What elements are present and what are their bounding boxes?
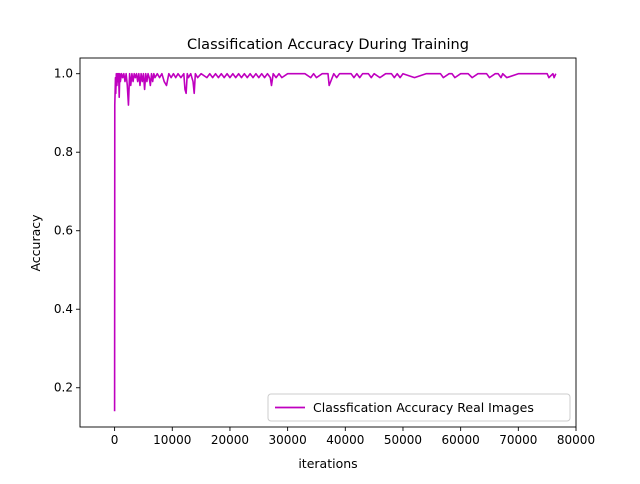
legend-box	[267, 393, 571, 422]
x-tick-label: 40000	[326, 433, 364, 447]
x-axis-label: iterations	[298, 456, 357, 471]
y-tick-label: 0.8	[54, 145, 73, 159]
series-line-0	[113, 72, 557, 412]
axes-frame	[79, 57, 577, 428]
x-tick-label: 70000	[499, 433, 537, 447]
y-tick-label: 0.2	[54, 381, 73, 395]
y-tick-label: 1.0	[54, 67, 73, 81]
legend-label: Classfication Accuracy Real Images	[313, 400, 534, 415]
y-axis-label: Accuracy	[28, 214, 43, 272]
x-tick-label: 10000	[153, 433, 191, 447]
x-tick-label: 60000	[442, 433, 480, 447]
x-tick-label: 30000	[269, 433, 307, 447]
y-tick-label: 0.4	[54, 302, 73, 316]
x-tick-label: 20000	[211, 433, 249, 447]
x-tick-label: 0	[111, 433, 119, 447]
x-tick-label: 80000	[557, 433, 595, 447]
x-tick-label: 50000	[384, 433, 422, 447]
chart-title: Classification Accuracy During Training	[187, 37, 469, 53]
y-tick-label: 0.6	[54, 224, 73, 238]
legend: Classfication Accuracy Real Images	[267, 393, 571, 422]
